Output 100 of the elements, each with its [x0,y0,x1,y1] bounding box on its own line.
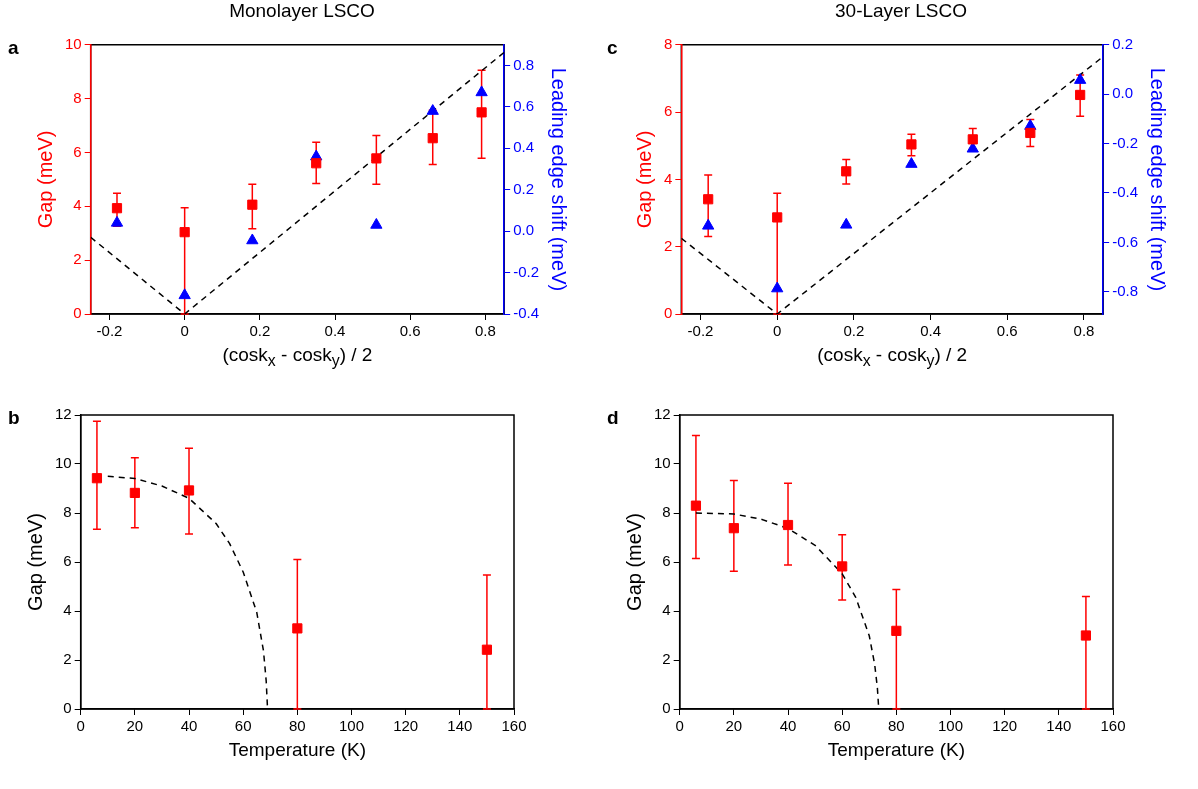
point [110,215,124,227]
y2-axis-title: Leading edge shift (meV) [1147,67,1170,292]
y2-tick-label: 0.4 [513,138,535,156]
point [728,523,739,534]
x-tick-label: 80 [888,717,905,735]
x-tick-label: 20 [126,717,144,735]
point [292,623,303,634]
y-tick-label: 0 [664,304,673,322]
y2-tick-label: -0.4 [513,304,540,322]
x-tick-label: 100 [937,717,964,735]
point [246,233,259,245]
y-tick-label: 10 [55,454,72,472]
x-tick-label: -0.2 [96,322,123,340]
y-tick-label: 6 [63,552,72,570]
point [840,217,853,229]
y-tick-label: 2 [63,650,72,668]
point [702,218,715,230]
point [178,288,191,300]
point [891,625,902,636]
point [690,500,702,511]
x-tick-label: 0.8 [474,322,496,340]
x-tick-label: 160 [501,717,527,735]
point [1025,127,1036,139]
text: c [607,36,618,59]
point [841,166,852,177]
x-tick-label: 140 [447,717,473,735]
point [481,644,493,655]
y2-tick-label: -0.4 [1112,183,1139,201]
y-tick-label: 12 [55,405,72,423]
x-tick-label: 100 [338,717,365,735]
x-tick-label: 140 [1046,717,1072,735]
x-tick-label: 0.2 [249,322,271,340]
point [129,487,140,499]
x-tick-label: 0.4 [324,322,346,340]
y-axis-title: Gap (meV) [632,130,655,229]
y2-tick-label: -0.2 [513,262,540,280]
x-tick-label: 0 [180,322,189,340]
x-tick-label: 0.4 [920,322,942,340]
point [906,139,917,150]
x-tick-label: 0 [675,717,684,735]
y2-axis-title: Leading edge shift (meV) [548,67,571,292]
x-axis-title: Temperature (K) [826,739,966,761]
y2-tick-label: 0.0 [1112,84,1134,102]
text: a [8,36,19,59]
point [782,519,794,531]
y-tick-label: 10 [654,454,671,472]
y2-tick-label: 0.2 [1112,34,1134,52]
x-axis-title: (cosk$_{x}$ - cosk$_{y}$) / 2 [221,344,374,370]
point [967,134,978,145]
y-tick-label: 4 [664,169,673,187]
point [475,85,488,97]
text: d [607,407,619,429]
x-tick-label: -0.2 [687,322,714,340]
point [311,158,322,169]
x-tick-label: 0.6 [996,322,1018,340]
y-tick-label: 2 [73,250,82,268]
chart-title: Monolayer LSCO [229,0,375,21]
x-tick-label: 40 [180,717,198,735]
text: b [8,407,20,429]
x-tick-label: 60 [833,717,851,735]
point [111,203,123,214]
y-tick-label: 4 [662,601,671,619]
y-tick-label: 4 [63,601,72,619]
x-tick-label: 120 [992,717,1018,735]
y-tick-label: 12 [654,405,671,423]
point [905,157,918,168]
y-tick-label: 2 [664,236,673,254]
y-axis-title: Gap (meV) [33,130,56,229]
y2-tick-label: -0.2 [1112,133,1139,151]
x-tick-label: 80 [289,717,306,735]
point [476,107,487,118]
y-tick-label: 6 [664,102,673,120]
point [1074,73,1087,84]
point [1075,89,1086,101]
y-axis-title: Gap (meV) [23,513,46,611]
y-tick-label: 8 [662,503,671,521]
y-tick-label: 6 [73,142,82,160]
x-tick-label: 120 [393,717,419,735]
x-axis-title: (cosk$_{x}$ - cosk$_{y}$) / 2 [816,344,969,370]
y-tick-label: 10 [65,34,82,52]
x-tick-label: 0 [773,322,782,340]
point [837,561,848,572]
point [426,104,439,115]
point [91,473,103,484]
y-tick-label: 8 [664,34,673,52]
x-tick-label: 0.8 [1073,322,1095,340]
x-tick-label: 0.6 [399,322,421,340]
x-tick-label: 40 [779,717,797,735]
y2-tick-label: -0.8 [1112,281,1139,299]
point [427,133,438,144]
point [371,153,382,164]
y2-tick-label: 0.6 [513,97,535,115]
point [1080,630,1092,641]
y-tick-label: 4 [73,196,82,214]
point [179,227,190,238]
x-tick-label: 0.2 [843,322,865,340]
x-axis-title: Temperature (K) [227,739,367,761]
point [247,199,258,210]
y2-tick-label: 0.8 [513,55,535,73]
chart-title: 30-Layer LSCO [834,0,968,21]
